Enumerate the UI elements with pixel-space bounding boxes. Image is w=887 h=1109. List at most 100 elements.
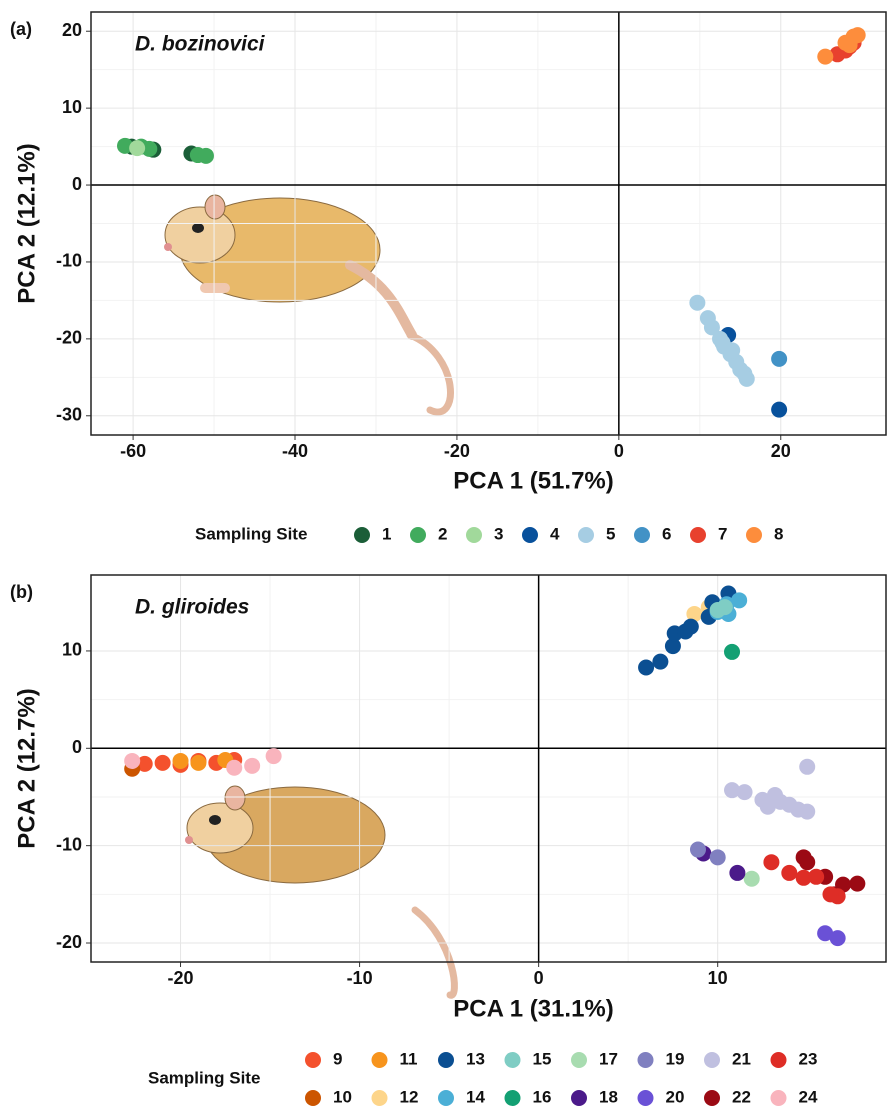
panel-label: (b) [10, 582, 33, 602]
legend-swatch [770, 1052, 787, 1068]
plot-frame [90, 11, 887, 436]
point [799, 758, 816, 775]
legend-swatch [305, 1052, 321, 1068]
legend-swatch [354, 527, 370, 543]
point [736, 784, 753, 801]
legend-swatch [571, 1090, 587, 1106]
point [841, 37, 858, 54]
x-tick-label: 20 [771, 441, 791, 461]
legend-title: Sampling Site [148, 1068, 260, 1087]
y-tick-label: -20 [56, 328, 82, 348]
point [190, 754, 207, 771]
x-axis-title: PCA 1 (31.1%) [453, 995, 614, 1022]
legend-label: 16 [533, 1087, 552, 1106]
point [817, 48, 834, 65]
point [729, 864, 746, 881]
legend-label: 19 [666, 1049, 685, 1068]
point [731, 592, 748, 609]
point [771, 401, 788, 418]
point [724, 782, 741, 799]
point [849, 875, 866, 892]
legend-swatch [637, 1052, 654, 1068]
legend-swatch [690, 527, 706, 543]
point [759, 798, 776, 815]
panel-label: (a) [10, 19, 32, 39]
legend-label: 13 [466, 1049, 485, 1068]
legend-title: Sampling Site [195, 524, 307, 543]
point [781, 864, 798, 881]
legend-swatch [410, 527, 426, 543]
point [117, 137, 134, 154]
legend-swatch [578, 527, 594, 543]
legend-label: 11 [400, 1049, 418, 1068]
point [689, 841, 706, 858]
y-tick-label: -10 [56, 834, 82, 854]
legend-swatch [438, 1052, 454, 1068]
point [129, 140, 146, 157]
legend-label: 12 [400, 1087, 419, 1106]
x-tick-label: -20 [444, 441, 470, 461]
x-tick-label: -20 [168, 968, 194, 988]
legend-label: 7 [718, 524, 727, 543]
legend-swatch [466, 527, 482, 543]
legend-label: 22 [732, 1087, 751, 1106]
legend-swatch [371, 1090, 388, 1106]
plot-frame [90, 574, 887, 963]
legend-swatch [504, 1052, 521, 1068]
point [124, 752, 141, 769]
annotation: D. gliroides [135, 596, 249, 619]
legend-swatch [504, 1090, 521, 1106]
point [808, 868, 825, 885]
legend-label: 14 [466, 1087, 485, 1106]
point [817, 925, 834, 942]
point [763, 854, 780, 871]
annotation: D. bozinovici [135, 33, 266, 56]
legend-label: 20 [666, 1087, 685, 1106]
legend-swatch [704, 1090, 720, 1106]
legend-label: 2 [438, 524, 447, 543]
x-tick-label: -40 [282, 441, 308, 461]
point [197, 147, 214, 164]
legend-label: 17 [599, 1049, 618, 1068]
point [799, 803, 816, 820]
point [136, 755, 153, 772]
x-tick-label: 0 [534, 968, 544, 988]
point [265, 748, 282, 765]
legend-swatch [637, 1090, 654, 1106]
point [795, 869, 812, 886]
y-tick-label: 20 [62, 20, 82, 40]
point [738, 370, 755, 387]
legend-label: 21 [732, 1049, 751, 1068]
legend-swatch [522, 527, 538, 543]
y-tick-label: 0 [72, 174, 82, 194]
point [682, 618, 699, 635]
point [771, 350, 788, 367]
legend-swatch [704, 1052, 720, 1068]
point [652, 653, 669, 670]
point [638, 659, 655, 676]
legend-swatch [634, 527, 650, 543]
point [686, 605, 703, 622]
legend: Sampling Site 1 2 3 4 5 6 7 8 [195, 524, 783, 543]
y-axis-title: PCA 2 (12.7%) [13, 688, 40, 849]
legend-swatch [371, 1052, 388, 1068]
y-axis-title: PCA 2 (12.1%) [13, 143, 40, 304]
point [244, 757, 261, 774]
legend-label: 8 [774, 524, 783, 543]
legend-label: 15 [533, 1049, 552, 1068]
point [716, 599, 733, 616]
y-tick-label: 10 [62, 640, 82, 660]
opossum-illustration [185, 785, 458, 999]
point [709, 849, 726, 866]
point [724, 342, 741, 359]
legend: Sampling Site 9 10 11 12 13 14 15 16 17 18 19 20 21 22… [148, 1049, 818, 1106]
x-axis-title: PCA 1 (51.7%) [453, 467, 614, 494]
point [829, 930, 846, 947]
legend-label: 9 [333, 1049, 342, 1068]
legend-label: 24 [799, 1087, 818, 1106]
panel: -20 -10 0 10 -20 -10 0 10 (b) D. gliroides PCA 1 (… [10, 574, 887, 1022]
point [822, 886, 839, 903]
legend-label: 5 [606, 524, 615, 543]
legend-swatch [571, 1052, 587, 1068]
